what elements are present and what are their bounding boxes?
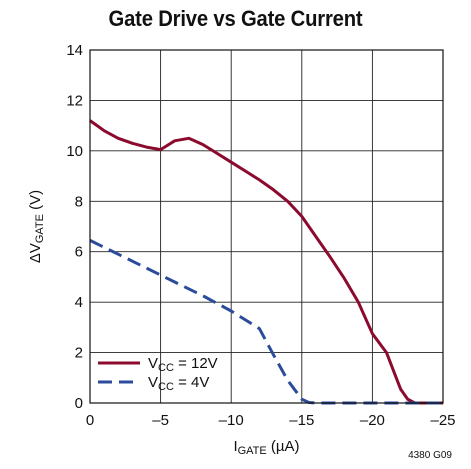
series-line-1 — [89, 239, 443, 405]
y-tick-label: 14 — [66, 42, 83, 59]
legend-label-sub: CC — [158, 381, 174, 393]
y-tick-label: 0 — [75, 395, 83, 412]
legend: VCC = 12V VCC = 4V — [98, 355, 218, 393]
y-tick-label: 10 — [66, 143, 83, 160]
x-axis-label-sub: GATE — [238, 445, 267, 457]
x-tick-label: –5 — [152, 412, 169, 429]
y-tick-label: 12 — [66, 92, 83, 109]
legend-label-prefix: V — [148, 374, 158, 391]
y-tick-label: 6 — [75, 244, 83, 261]
series-lines — [89, 119, 443, 405]
y-tick-label: 2 — [75, 345, 83, 362]
y-axis-label-unit: (V) — [27, 190, 44, 214]
grid — [89, 49, 444, 404]
legend-label-prefix: V — [148, 355, 158, 372]
y-tick-label: 4 — [75, 294, 83, 311]
y-axis-label-main: ΔV — [27, 243, 44, 263]
x-axis-label: IGATE (µA) — [233, 438, 299, 457]
series-line-0 — [89, 119, 443, 405]
legend-label-suffix: = 12V — [174, 355, 218, 372]
x-axis-label-main: I — [233, 438, 237, 455]
legend-label-suffix: = 4V — [174, 374, 209, 391]
x-axis-label-unit: (µA) — [267, 438, 300, 455]
y-axis-label-sub: GATE — [34, 214, 46, 243]
y-axis-label: ΔVGATE (V) — [27, 190, 46, 263]
legend-label-sub: CC — [158, 362, 174, 374]
figure-note: 4380 G09 — [408, 450, 452, 461]
tick-labels: 0 –5 –10 –15 –20 –25 0 2 4 6 8 10 12 14 — [66, 42, 455, 429]
legend-label-vcc-12v: VCC = 12V — [148, 355, 218, 374]
legend-label-vcc-4v: VCC = 4V — [148, 374, 209, 393]
x-tick-label: 0 — [86, 412, 94, 429]
x-tick-label: –10 — [219, 412, 244, 429]
x-tick-label: –20 — [360, 412, 385, 429]
y-tick-label: 8 — [75, 193, 83, 210]
plot-frame — [89, 49, 444, 404]
x-tick-label: –25 — [430, 412, 455, 429]
chart-title: Gate Drive vs Gate Current — [108, 6, 363, 31]
x-tick-label: –15 — [289, 412, 314, 429]
